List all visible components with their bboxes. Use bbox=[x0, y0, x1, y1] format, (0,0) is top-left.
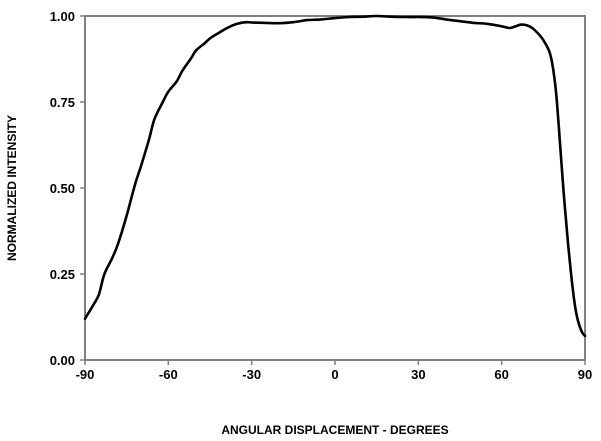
x-tick-label: 30 bbox=[411, 367, 425, 382]
x-axis-ticks: -90 -60 -30 0 30 60 90 bbox=[76, 360, 592, 382]
plot-frame bbox=[84, 15, 586, 361]
x-tick-label: -30 bbox=[242, 367, 261, 382]
y-tick-label: 0.00 bbox=[50, 353, 75, 368]
x-tick-label: -90 bbox=[76, 367, 95, 382]
y-axis-title: NORMALIZED INTENSITY bbox=[5, 115, 19, 261]
y-tick-label: 0.25 bbox=[50, 267, 75, 282]
y-axis-ticks: 0.00 0.25 0.50 0.75 1.00 bbox=[50, 9, 85, 368]
y-tick-label: 0.75 bbox=[50, 95, 75, 110]
y-tick-label: 0.50 bbox=[50, 181, 75, 196]
y-tick-label: 1.00 bbox=[50, 9, 75, 24]
x-tick-label: 90 bbox=[578, 367, 592, 382]
x-tick-label: 60 bbox=[494, 367, 508, 382]
series-line bbox=[83, 14, 587, 338]
x-axis-title: ANGULAR DISPLACEMENT - DEGREES bbox=[221, 423, 448, 437]
x-tick-label: 0 bbox=[331, 367, 338, 382]
x-tick-label: -60 bbox=[159, 367, 178, 382]
